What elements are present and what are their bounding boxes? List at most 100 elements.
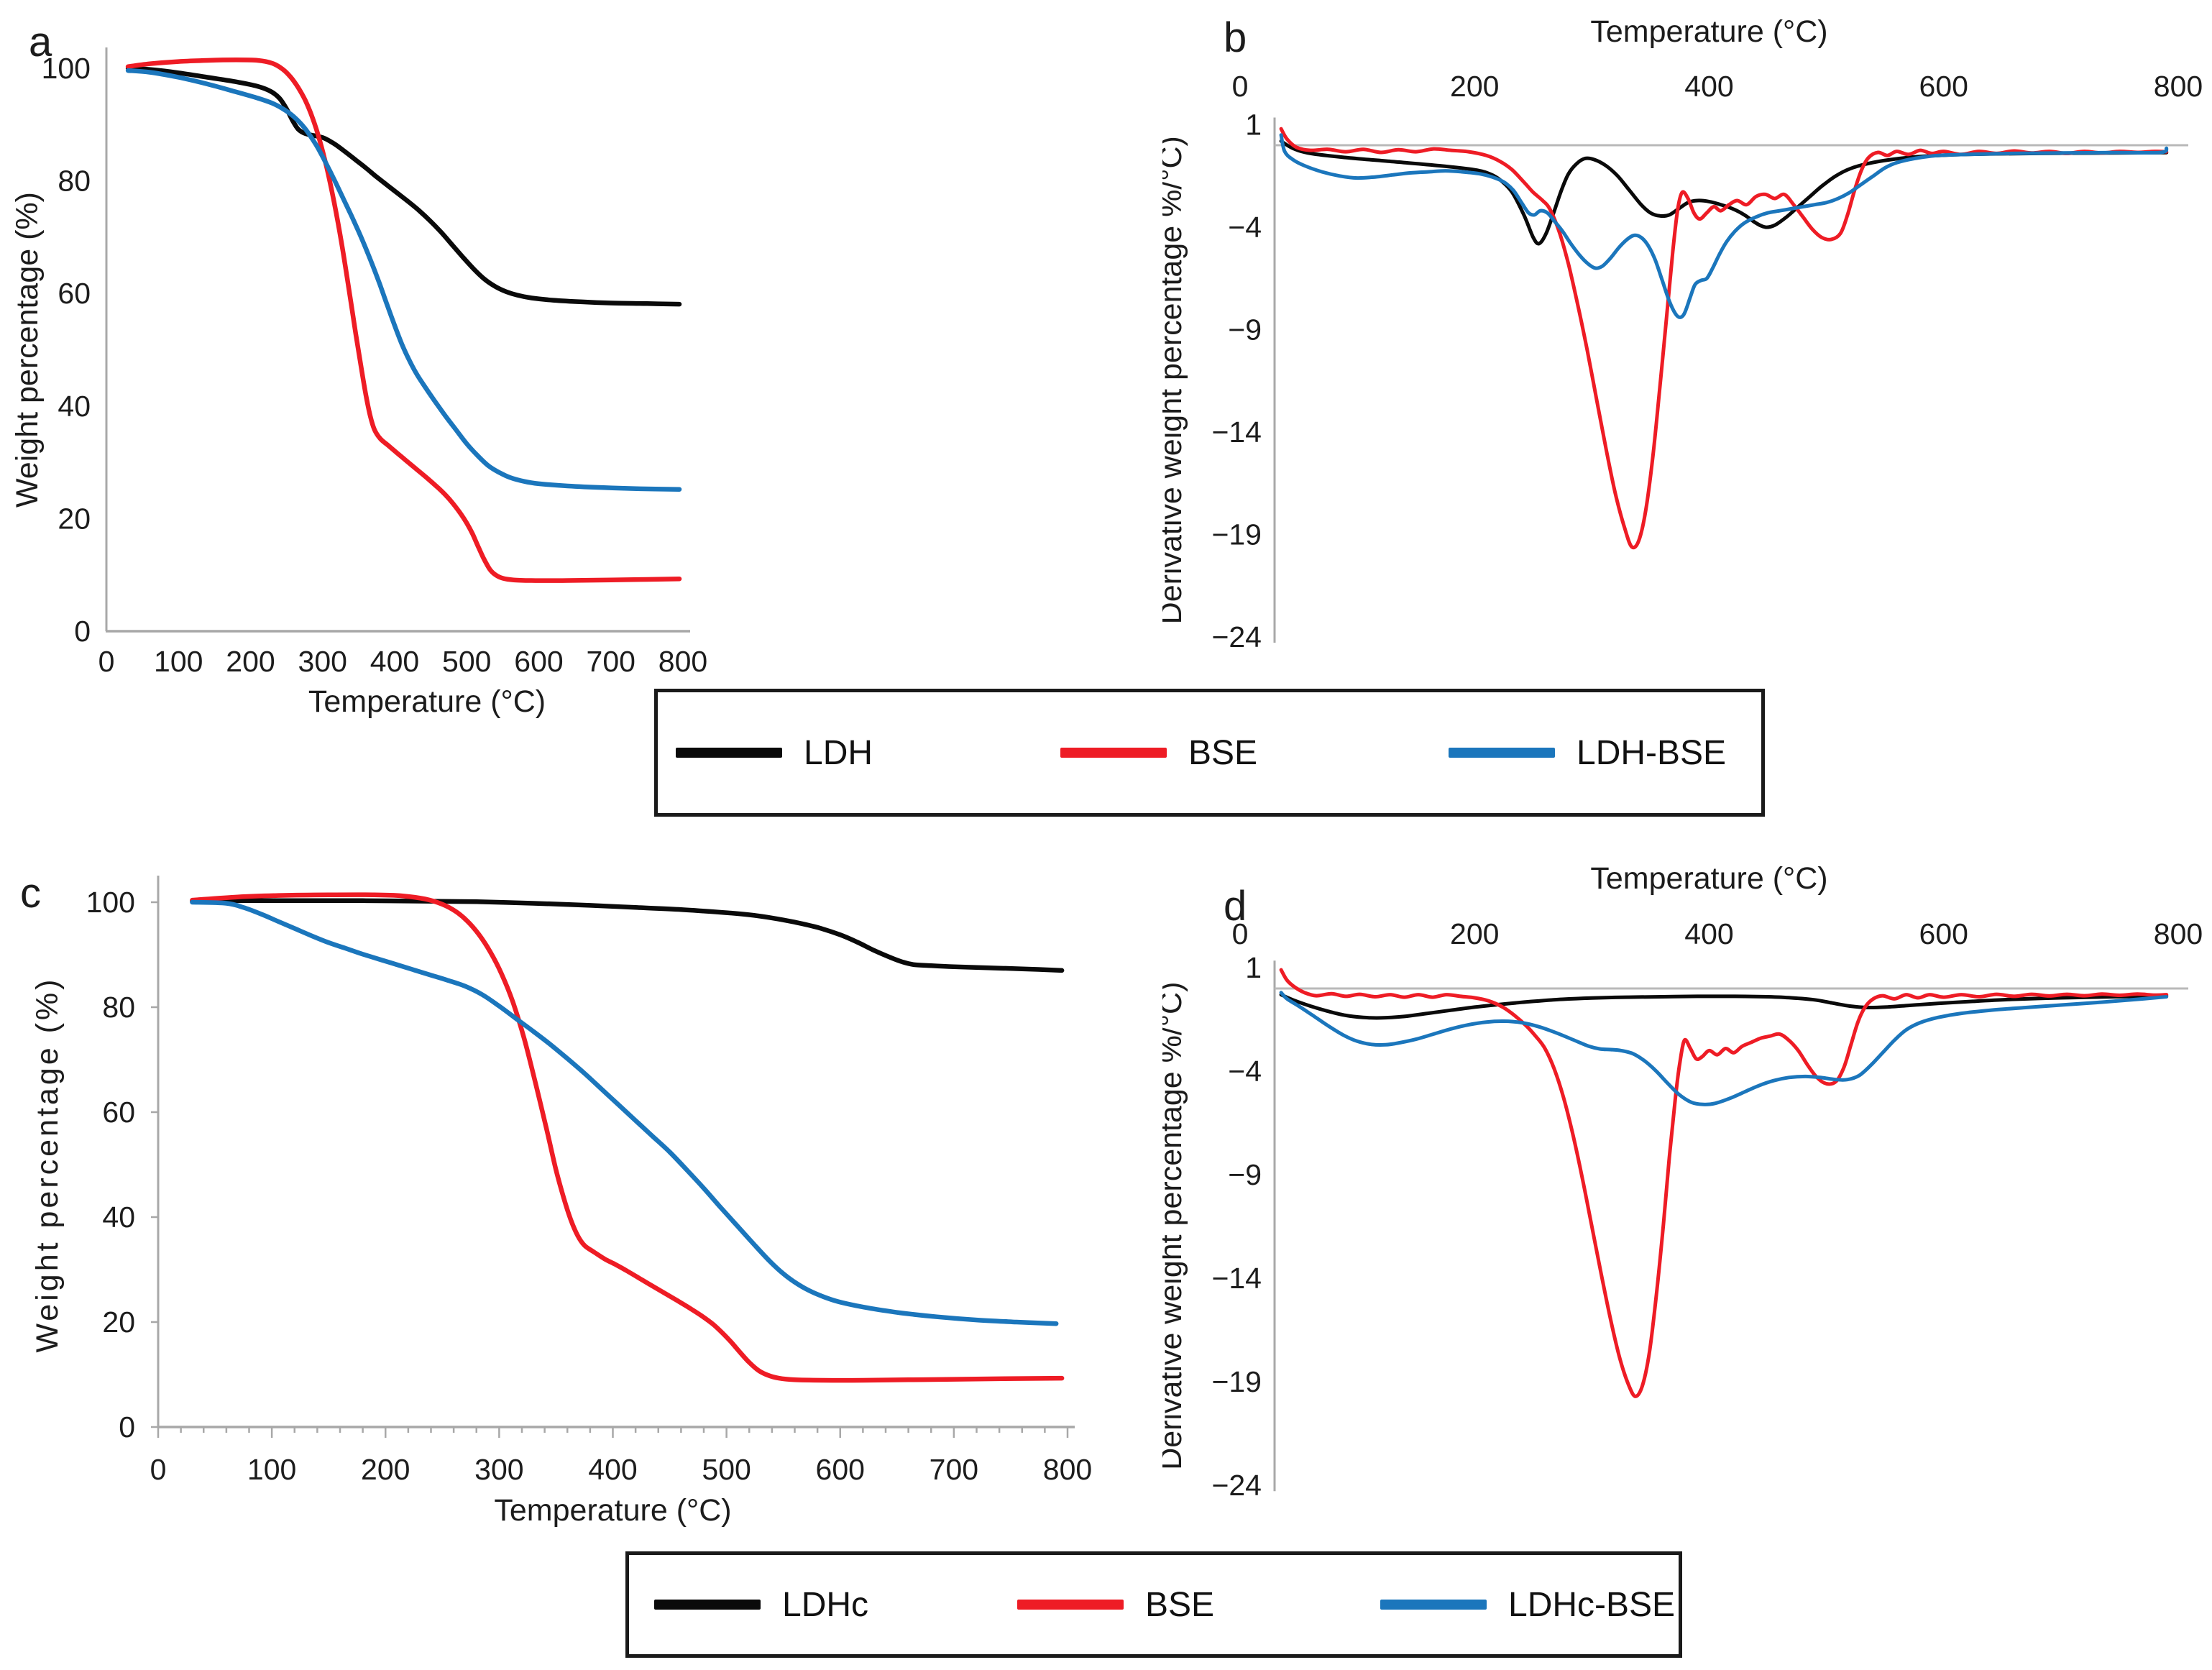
y-tick-label: 100 xyxy=(86,886,135,919)
curve-ldhc xyxy=(1279,993,2169,1020)
chart-svg-b: Temperature (°C) 0 200 400 600 800 1 −4 −9 −14 −19… xyxy=(1162,14,2203,653)
y-axis-title: Derivative weight percentage %/°C) xyxy=(1162,136,1188,624)
x-tick-label: 0 xyxy=(1232,917,1249,950)
legend-item-bse: BSE xyxy=(1060,692,1257,813)
x-tick-label: 700 xyxy=(930,1453,978,1486)
legend-item-ldhc: LDHc xyxy=(654,1555,868,1654)
curve-bse xyxy=(190,892,1065,1383)
x-tick-label: 200 xyxy=(226,645,275,678)
ldh-bse-line-sample xyxy=(1449,748,1555,758)
legend-label: LDH xyxy=(804,733,873,772)
x-tick-label: 100 xyxy=(154,645,203,678)
x-tick-label: 200 xyxy=(1450,917,1499,950)
x-tick-label: 800 xyxy=(658,645,707,678)
curve-ldh-bse xyxy=(1279,133,2169,319)
chart-svg-d: Temperature (°C) 0 200 400 600 800 1 −4 −9 −14 −19… xyxy=(1162,861,2203,1502)
x-tick-label: 300 xyxy=(298,645,347,678)
panel-d-dtg-chart: Temperature (°C) 0 200 400 600 800 1 −4 −9 −14 −19… xyxy=(1162,841,2212,1670)
curve-bse xyxy=(125,58,682,583)
x-tick-label: 500 xyxy=(702,1453,751,1486)
legend-label: LDHc xyxy=(782,1585,869,1624)
curve-ldhc-bse xyxy=(1279,991,2169,1106)
y-tick-label: −4 xyxy=(1228,211,1262,244)
x-tick-label: 0 xyxy=(150,1453,167,1486)
x-tick-label: 500 xyxy=(442,645,491,678)
legend-top: LDH BSE LDH-BSE xyxy=(654,689,1765,817)
y-tick-label: −14 xyxy=(1211,1262,1262,1295)
y-tick-label: 80 xyxy=(58,165,91,198)
legend-label: BSE xyxy=(1188,733,1258,772)
x-tick-label: 300 xyxy=(474,1453,523,1486)
y-tick-label: 0 xyxy=(74,615,91,648)
curve-ldhc xyxy=(190,898,1065,973)
x-tick-label: 400 xyxy=(1684,70,1733,103)
legend-bottom: LDHc BSE LDHc-BSE xyxy=(625,1551,1682,1658)
y-tick-label: 1 xyxy=(1245,109,1262,142)
x-tick-label: 200 xyxy=(1450,70,1499,103)
y-tick-label: 20 xyxy=(102,1306,135,1339)
legend-label: LDHc-BSE xyxy=(1508,1585,1676,1624)
y-tick-label: −14 xyxy=(1211,416,1262,449)
panel-letter-c: c xyxy=(20,870,41,917)
y-tick-label: 40 xyxy=(102,1201,135,1234)
y-tick-label: −4 xyxy=(1228,1055,1262,1088)
y-tick-label: −19 xyxy=(1211,1365,1262,1398)
x-axis-title: Temperature (°C) xyxy=(1590,14,1827,49)
y-axis-title: Weight percentage (%) xyxy=(30,977,65,1353)
x-tick-label: 700 xyxy=(587,645,635,678)
legend-item-ldhc-bse: LDHc-BSE xyxy=(1380,1555,1675,1654)
x-axis-title: Temperature (°C) xyxy=(494,1493,731,1528)
panel-c-tga-chart: 0 100 200 300 400 500 600 700 800 100 80 60 40 20 0 Tem… xyxy=(0,841,1150,1670)
y-tick-label: 60 xyxy=(102,1096,135,1129)
x-tick-label: 400 xyxy=(588,1453,637,1486)
panel-letter-d: d xyxy=(1224,883,1247,930)
x-tick-label: 100 xyxy=(247,1453,296,1486)
ldh-line-sample xyxy=(676,748,782,758)
y-tick-label: 20 xyxy=(58,502,91,535)
x-tick-label: 600 xyxy=(514,645,563,678)
x-axis-title: Temperature (°C) xyxy=(1590,861,1827,896)
legend-item-bse: BSE xyxy=(1017,1555,1214,1654)
y-tick-label: −19 xyxy=(1211,518,1262,551)
y-tick-label: 0 xyxy=(119,1410,135,1444)
x-tick-label: 0 xyxy=(1232,70,1249,103)
curve-ldh-bse xyxy=(125,68,682,492)
y-tick-label: −9 xyxy=(1228,1158,1262,1191)
x-tick-label: 600 xyxy=(1919,917,1968,950)
bse-line-sample xyxy=(1060,748,1167,758)
y-tick-label: 100 xyxy=(42,52,91,85)
x-tick-label: 600 xyxy=(816,1453,865,1486)
panel-letter-a: a xyxy=(29,19,52,65)
panel-letter-b: b xyxy=(1224,14,1247,61)
legend-item-ldh: LDH xyxy=(676,692,873,813)
legend-label: BSE xyxy=(1145,1585,1215,1624)
x-tick-label: 800 xyxy=(2154,917,2203,950)
x-axis-title: Temperature (°C) xyxy=(308,684,546,719)
legend-item-ldh-bse: LDH-BSE xyxy=(1449,692,1726,813)
bse-line-sample xyxy=(1017,1600,1124,1610)
x-tick-label: 400 xyxy=(370,645,419,678)
ldhc-line-sample xyxy=(654,1600,761,1610)
y-tick-label: −9 xyxy=(1228,313,1262,347)
ldhc-bse-line-sample xyxy=(1380,1600,1487,1610)
y-tick-label: 80 xyxy=(102,991,135,1024)
curve-bse xyxy=(1279,968,2169,1398)
y-tick-label: −24 xyxy=(1211,1469,1262,1502)
y-tick-label: 40 xyxy=(58,390,91,423)
y-axis-title: Weight percentage (%) xyxy=(10,192,45,508)
curve-bse xyxy=(1279,127,2169,550)
panel-a-tga-chart: 0 100 200 300 400 500 600 700 800 100 80 60 40 20 0 Tem… xyxy=(0,0,762,762)
x-tick-label: 400 xyxy=(1684,917,1733,950)
x-tick-label: 200 xyxy=(361,1453,410,1486)
curve-ldhc-bse xyxy=(190,899,1059,1326)
panel-b-dtg-chart: Temperature (°C) 0 200 400 600 800 1 −4 −9 −14 −19… xyxy=(1162,0,2212,726)
chart-svg-c: 0 100 200 300 400 500 600 700 800100806040200Tem… xyxy=(20,870,1092,1528)
y-tick-label: 1 xyxy=(1245,951,1262,984)
x-tick-label: 800 xyxy=(2154,70,2203,103)
curve-ldh xyxy=(1279,139,2169,246)
y-tick-label: 60 xyxy=(58,277,91,310)
y-tick-label: −24 xyxy=(1211,620,1262,653)
legend-label: LDH-BSE xyxy=(1577,733,1727,772)
y-axis-title: Derivative weight percentage %/°C) xyxy=(1162,982,1188,1470)
